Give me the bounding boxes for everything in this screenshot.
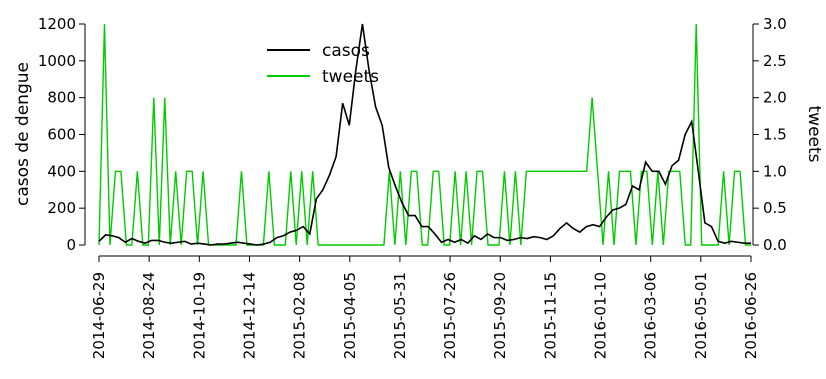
left-tick-label: 1200 bbox=[38, 15, 76, 33]
x-tick-label: 2016-06-26 bbox=[742, 272, 760, 359]
x-tick-label: 2016-03-06 bbox=[642, 272, 660, 359]
right-tick-label: 2.5 bbox=[763, 52, 787, 70]
right-tick-label: 1.5 bbox=[763, 126, 787, 144]
x-tick-label: 2015-07-26 bbox=[441, 272, 459, 359]
series-line-tweets bbox=[98, 23, 751, 246]
right-tick-label: 1.0 bbox=[763, 162, 787, 180]
left-tick-label: 800 bbox=[47, 89, 76, 107]
x-tick-label: 2014-06-29 bbox=[90, 272, 108, 359]
legend-label-tweets: tweets bbox=[322, 67, 379, 87]
left-tick-label: 200 bbox=[47, 199, 76, 217]
right-tick-label: 2.0 bbox=[763, 89, 787, 107]
right-axis-ticks: 0.0 0.5 1.0 1.5 2.0 2.5 3.0 bbox=[753, 15, 787, 254]
x-tick-label: 2015-11-15 bbox=[541, 272, 559, 359]
x-tick-label: 2015-05-31 bbox=[391, 272, 409, 359]
left-tick-label: 400 bbox=[47, 162, 76, 180]
x-tick-label: 2015-09-20 bbox=[491, 272, 509, 359]
left-axis-title: casos de dengue bbox=[13, 62, 33, 206]
right-axis: 0.0 0.5 1.0 1.5 2.0 2.5 3.0 bbox=[752, 15, 787, 254]
left-tick-label: 600 bbox=[47, 126, 76, 144]
x-tick-label: 2016-05-01 bbox=[692, 272, 710, 359]
legend-label-casos: casos bbox=[322, 41, 370, 61]
left-tick-label: 0 bbox=[66, 236, 76, 254]
right-axis-title: tweets bbox=[804, 105, 824, 162]
legend: casos tweets bbox=[267, 41, 379, 87]
right-tick-label: 0.0 bbox=[763, 236, 787, 254]
x-tick-label: 2014-08-24 bbox=[140, 272, 158, 359]
left-axis: 0 200 400 600 800 1000 1200 bbox=[38, 15, 86, 254]
x-axis-ticks: 2014-06-29 2014-08-24 2014-10-19 2014-12-14… bbox=[90, 256, 760, 359]
right-tick-label: 0.5 bbox=[763, 199, 787, 217]
x-tick-label: 2015-04-05 bbox=[341, 272, 359, 359]
right-tick-label: 3.0 bbox=[763, 15, 787, 33]
x-tick-label: 2016-01-10 bbox=[592, 272, 610, 359]
x-tick-label: 2015-02-08 bbox=[291, 272, 309, 359]
x-tick-label: 2014-10-19 bbox=[190, 272, 208, 359]
x-tick-label: 2014-12-14 bbox=[240, 272, 258, 359]
plot-area bbox=[98, 23, 751, 246]
left-tick-label: 1000 bbox=[38, 52, 76, 70]
series-line-casos bbox=[98, 23, 751, 246]
x-axis: 2014-06-29 2014-08-24 2014-10-19 2014-12-14… bbox=[90, 255, 760, 359]
left-axis-ticks: 0 200 400 600 800 1000 1200 bbox=[38, 15, 85, 254]
